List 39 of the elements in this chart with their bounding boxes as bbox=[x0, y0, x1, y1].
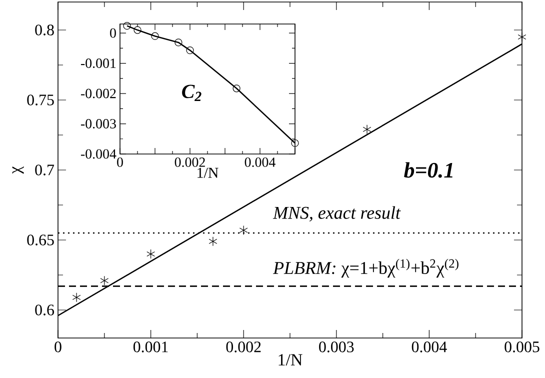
point bbox=[208, 236, 218, 246]
x-tick-label: 0 bbox=[54, 342, 62, 352]
point bbox=[291, 139, 299, 147]
y-tick-label: -0.004 bbox=[80, 149, 116, 159]
y-tick-label: -0.001 bbox=[80, 58, 116, 68]
x-tick-label: 0.002 bbox=[226, 342, 261, 352]
x-tick-label: 0.002 bbox=[174, 158, 205, 167]
point bbox=[239, 225, 248, 235]
ref-line-label: PLBRM: χ=1+bχ$^{(1)}$+b$^{2}$χ$^{(2)}$ bbox=[273, 258, 458, 278]
point bbox=[174, 38, 182, 46]
y-tick-label: 0.7 bbox=[35, 164, 54, 176]
point bbox=[232, 84, 240, 92]
x-tick-label: 0.003 bbox=[319, 342, 354, 352]
x-tick-label: 0 bbox=[117, 158, 123, 167]
point bbox=[134, 26, 142, 34]
ref-line-label: MNS, exact result bbox=[272, 206, 401, 222]
point bbox=[100, 276, 109, 286]
x-tick-label: 0.004 bbox=[412, 342, 447, 352]
y-tick-label: -0.003 bbox=[80, 119, 116, 129]
annotation: b=0.1 bbox=[404, 162, 452, 178]
point bbox=[186, 46, 194, 54]
x-tick-label: 0.004 bbox=[244, 158, 276, 167]
x-tick-label: 0.001 bbox=[133, 342, 168, 352]
y-axis-title: χ bbox=[12, 166, 24, 174]
y-tick-label: 0.6 bbox=[35, 304, 54, 316]
point bbox=[72, 292, 81, 302]
y-tick-label: 0.75 bbox=[27, 94, 54, 106]
y-tick-label: -0.002 bbox=[80, 88, 116, 98]
x-axis-title: 1/N bbox=[198, 168, 218, 178]
y-tick-label: 0.8 bbox=[35, 24, 54, 36]
y-tick-label: 0 bbox=[110, 28, 116, 38]
x-tick-label: 0.005 bbox=[504, 342, 540, 352]
point bbox=[362, 124, 372, 134]
x-axis-title: 1/N bbox=[278, 354, 302, 366]
point bbox=[146, 249, 155, 259]
point bbox=[151, 32, 159, 40]
point bbox=[123, 22, 131, 30]
annotation: C$_{2}$ bbox=[182, 84, 202, 102]
y-tick-label: 0.65 bbox=[27, 234, 54, 246]
